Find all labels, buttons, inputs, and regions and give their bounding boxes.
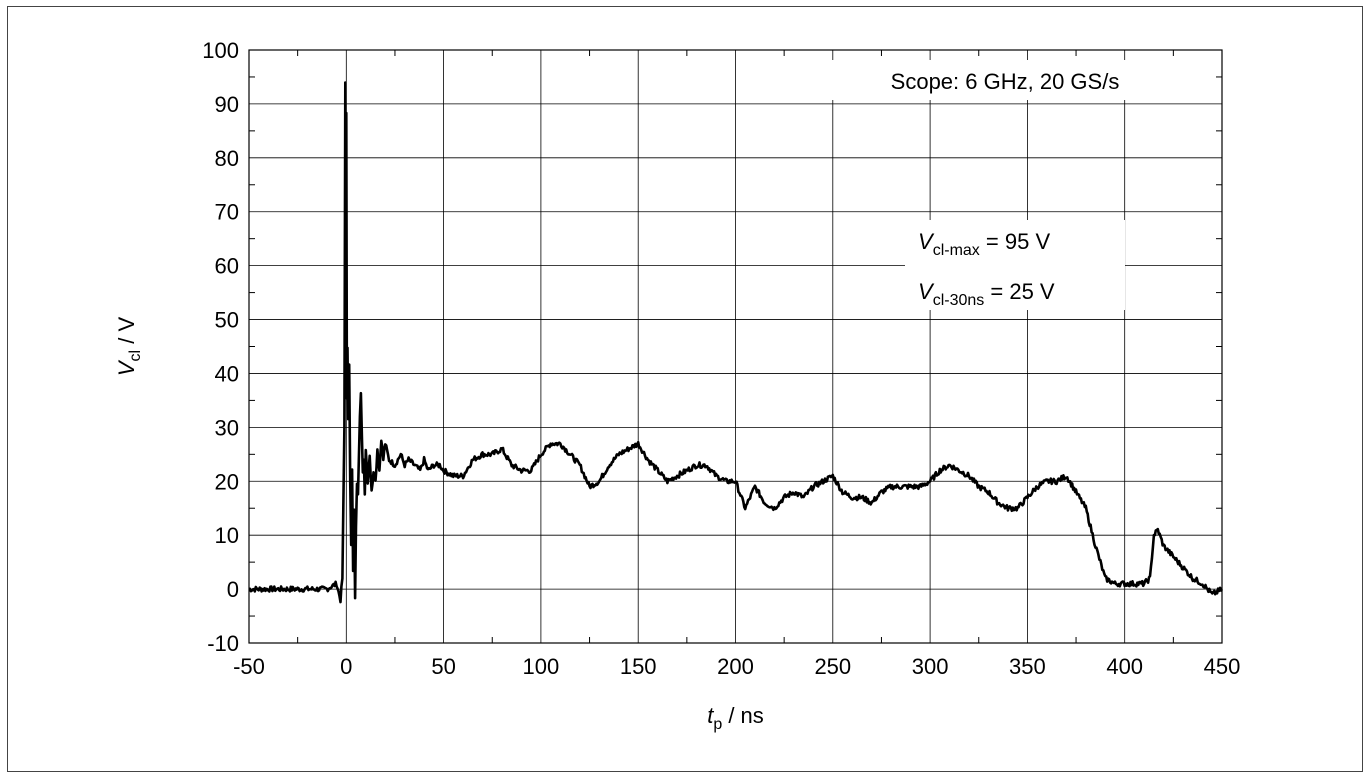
y-tick-label: 90 (215, 92, 239, 117)
x-tick-label: -50 (233, 654, 265, 679)
x-tick-label: 250 (814, 654, 851, 679)
y-tick-label: -10 (207, 631, 239, 656)
x-tick-label: 300 (912, 654, 949, 679)
x-tick-label: 100 (523, 654, 560, 679)
vmax-annotation: Vcl-max = 95 V (918, 229, 1050, 259)
y-tick-label: 0 (227, 577, 239, 602)
v30ns-annotation: Vcl-30ns = 25 V (918, 279, 1055, 309)
y-axis-label: Vcl / V (114, 317, 144, 377)
x-tick-label: 450 (1204, 654, 1241, 679)
figure-frame (7, 6, 1363, 772)
y-tick-label: 50 (215, 308, 239, 333)
y-tick-label: 70 (215, 200, 239, 225)
x-tick-label: 50 (431, 654, 455, 679)
voltage-annotation-bg (905, 220, 1125, 310)
series-line (248, 81, 1224, 604)
x-tick-label: 350 (1009, 654, 1046, 679)
y-tick-label: 40 (215, 361, 239, 386)
x-tick-label: 150 (620, 654, 657, 679)
x-tick-label: 400 (1106, 654, 1143, 679)
y-tick-label: 60 (215, 254, 239, 279)
scope-annotation-bg (805, 60, 1205, 100)
y-tick-label: 20 (215, 469, 239, 494)
y-tick-label: 10 (215, 523, 239, 548)
x-tick-label: 0 (340, 654, 352, 679)
y-tick-label: 100 (202, 38, 239, 63)
x-tick-label: 200 (717, 654, 754, 679)
y-tick-label: 80 (215, 146, 239, 171)
y-tick-label: 30 (215, 415, 239, 440)
x-axis-label: tp / ns (707, 703, 764, 733)
scope-annotation: Scope: 6 GHz, 20 GS/s (891, 69, 1120, 94)
